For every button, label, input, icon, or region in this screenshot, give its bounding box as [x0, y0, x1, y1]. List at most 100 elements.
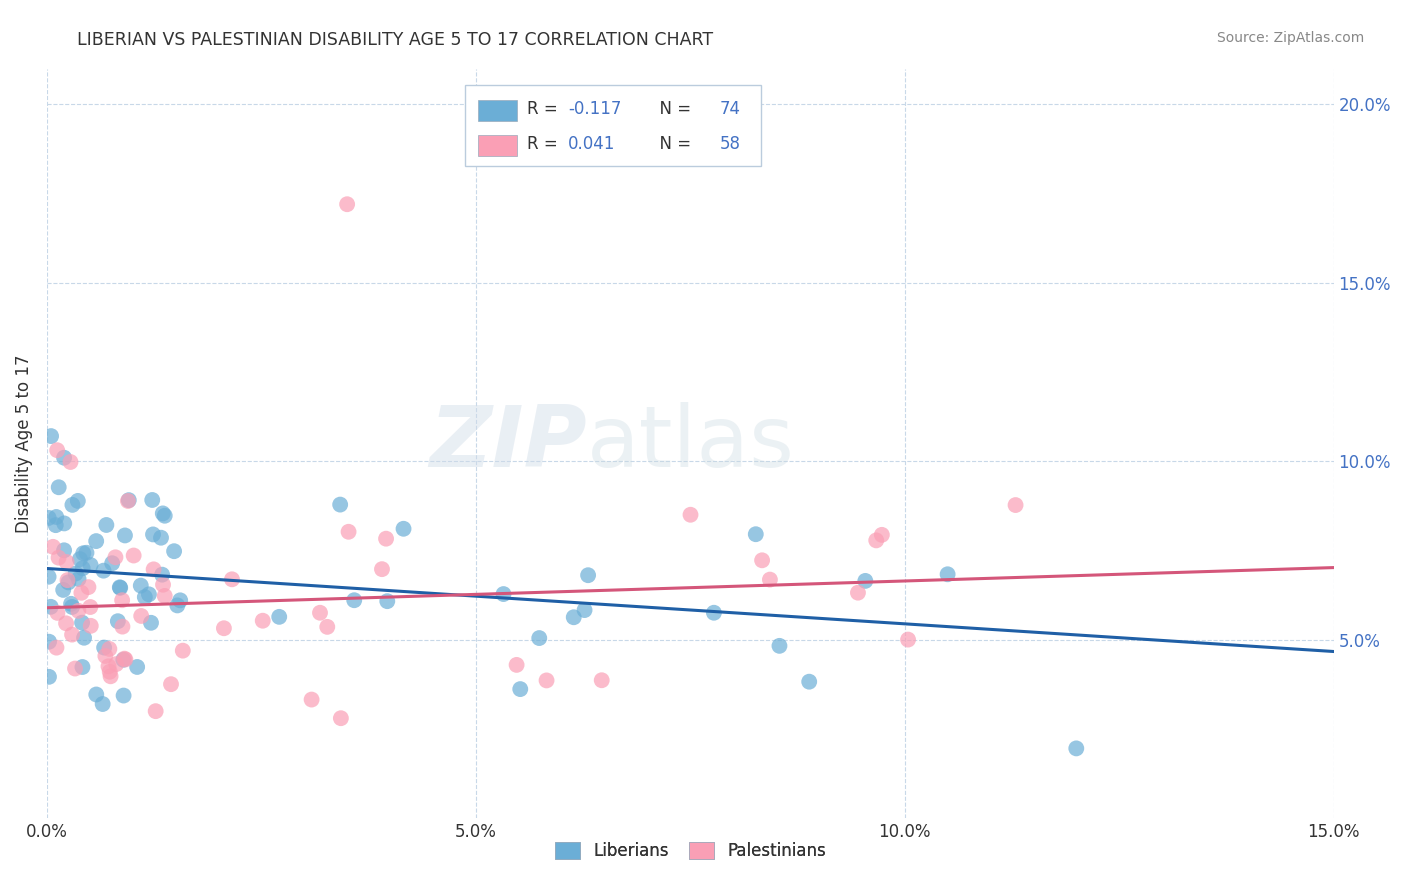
Text: LIBERIAN VS PALESTINIAN DISABILITY AGE 5 TO 17 CORRELATION CHART: LIBERIAN VS PALESTINIAN DISABILITY AGE 5…	[77, 31, 713, 49]
Point	[703, 606, 725, 620]
Point	[107, 614, 129, 628]
Point	[62, 498, 84, 512]
Point	[111, 619, 134, 633]
Point	[329, 498, 352, 512]
Text: 0.041: 0.041	[568, 135, 616, 153]
Point	[98, 641, 121, 656]
Point	[221, 572, 243, 586]
Point	[865, 533, 887, 548]
Point	[679, 508, 702, 522]
Point	[134, 590, 156, 604]
Point	[936, 567, 959, 582]
Point	[79, 600, 101, 615]
Point	[60, 627, 83, 641]
Point	[48, 480, 70, 494]
Point	[69, 552, 91, 566]
Point	[58, 575, 80, 590]
Point	[163, 544, 186, 558]
Point	[72, 546, 94, 560]
Point	[46, 443, 69, 458]
Point	[316, 620, 339, 634]
Point	[150, 567, 173, 582]
Point	[127, 660, 149, 674]
FancyBboxPatch shape	[478, 100, 516, 121]
Point	[70, 586, 93, 600]
Point	[72, 561, 94, 575]
Point	[562, 610, 585, 624]
Point	[122, 549, 145, 563]
Point	[336, 197, 359, 211]
Text: 74: 74	[720, 100, 741, 118]
Point	[105, 657, 128, 672]
Point	[853, 574, 876, 588]
Point	[1064, 741, 1087, 756]
Point	[153, 508, 176, 523]
Point	[870, 528, 893, 542]
Point	[104, 550, 127, 565]
Point	[38, 511, 60, 525]
Point	[53, 543, 76, 558]
Text: atlas: atlas	[588, 402, 796, 485]
Text: R =: R =	[527, 100, 562, 118]
Point	[60, 599, 83, 614]
Point	[212, 621, 235, 635]
Point	[93, 640, 115, 655]
Point	[72, 660, 94, 674]
Point	[66, 494, 89, 508]
Point	[145, 704, 167, 718]
Point	[759, 573, 782, 587]
Point	[56, 573, 79, 587]
Point	[343, 593, 366, 607]
Point	[38, 670, 60, 684]
Point	[160, 677, 183, 691]
Point	[509, 682, 531, 697]
Point	[39, 599, 62, 614]
Point	[252, 614, 274, 628]
Point	[114, 528, 136, 542]
Point	[799, 674, 821, 689]
Point	[846, 585, 869, 599]
Text: 58: 58	[720, 135, 741, 153]
Point	[591, 673, 613, 688]
Point	[492, 587, 515, 601]
Point	[38, 570, 60, 584]
Point	[97, 659, 120, 673]
Point	[110, 581, 132, 595]
Point	[375, 594, 398, 608]
Point	[67, 572, 90, 586]
Point	[142, 562, 165, 576]
Point	[100, 669, 122, 683]
Point	[112, 689, 135, 703]
Text: -0.117: -0.117	[568, 100, 621, 118]
Point	[169, 593, 191, 607]
Point	[59, 455, 82, 469]
Point	[1004, 498, 1026, 512]
Text: ZIP: ZIP	[430, 402, 588, 485]
Point	[48, 550, 70, 565]
Point	[53, 516, 76, 531]
Point	[166, 599, 188, 613]
Point	[52, 582, 75, 597]
Point	[371, 562, 394, 576]
Point	[45, 518, 67, 533]
Point	[152, 507, 174, 521]
Point	[574, 603, 596, 617]
Point	[91, 697, 114, 711]
Point	[79, 558, 101, 572]
Point	[768, 639, 790, 653]
Point	[80, 619, 103, 633]
Point	[112, 651, 135, 665]
Point	[337, 524, 360, 539]
Point	[153, 589, 176, 603]
Point	[150, 531, 173, 545]
Point	[45, 640, 67, 655]
Point	[55, 555, 77, 569]
Point	[67, 604, 90, 618]
Point	[505, 657, 527, 672]
Point	[118, 493, 141, 508]
Text: Source: ZipAtlas.com: Source: ZipAtlas.com	[1216, 31, 1364, 45]
Point	[96, 518, 118, 533]
FancyBboxPatch shape	[465, 85, 761, 166]
Point	[138, 587, 160, 601]
Point	[172, 643, 194, 657]
